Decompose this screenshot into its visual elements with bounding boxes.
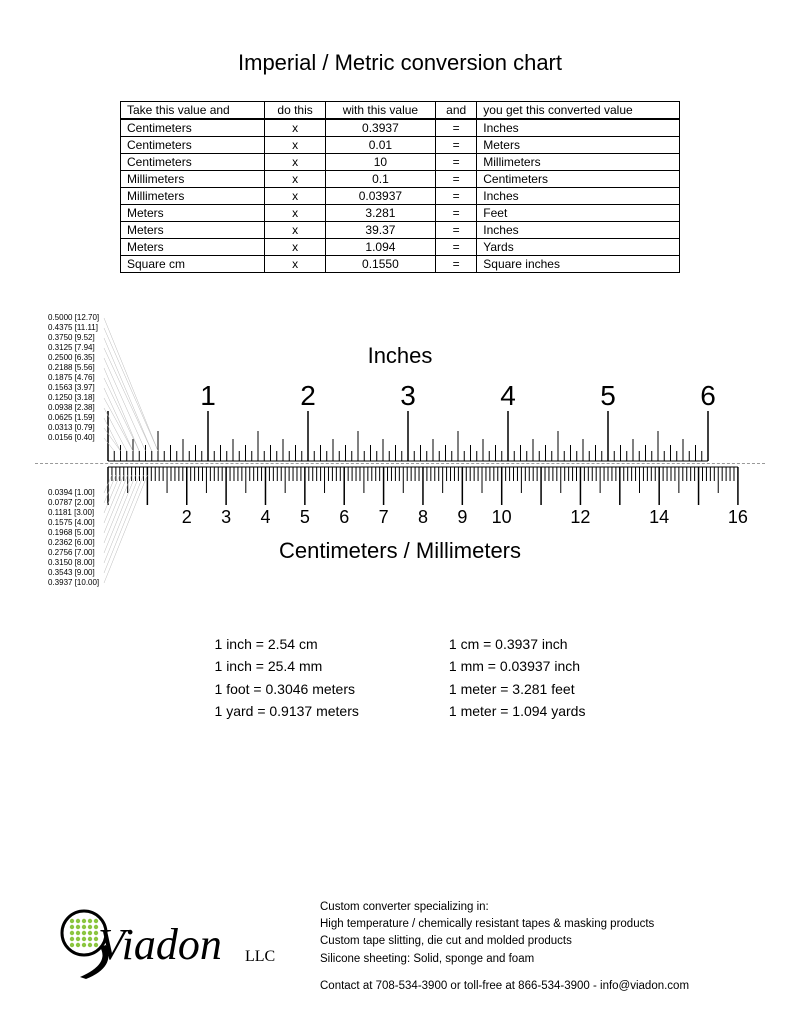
svg-text:1: 1	[200, 380, 216, 411]
svg-text:5: 5	[300, 507, 310, 527]
cm-label: Centimeters / Millimeters	[0, 538, 800, 564]
table-header: and	[436, 102, 477, 120]
table-row: Metersx39.37=Inches	[121, 222, 680, 239]
svg-text:3: 3	[400, 380, 416, 411]
table-header: with this value	[325, 102, 435, 120]
svg-text:4: 4	[500, 380, 516, 411]
footer-text: Custom converter specializing in:High te…	[320, 899, 689, 995]
svg-text:6: 6	[339, 507, 349, 527]
table-row: Metersx1.094=Yards	[121, 239, 680, 256]
ruler-section: 0.5000 [12.70]0.4375 [11.11]0.3750 [9.52…	[0, 313, 800, 593]
table-row: Metersx3.281=Feet	[121, 205, 680, 222]
table-row: Centimetersx10=Millimeters	[121, 154, 680, 171]
page-title: Imperial / Metric conversion chart	[0, 0, 800, 101]
svg-text:7: 7	[379, 507, 389, 527]
svg-text:10: 10	[492, 507, 512, 527]
table-header: do this	[265, 102, 325, 120]
svg-text:4: 4	[260, 507, 270, 527]
svg-text:2: 2	[300, 380, 316, 411]
equivalents-right: 1 cm = 0.3937 inch1 mm = 0.03937 inch1 m…	[449, 633, 586, 723]
svg-text:16: 16	[728, 507, 748, 527]
viadon-logo: Viadon LLC	[50, 899, 290, 994]
table-row: Centimetersx0.01=Meters	[121, 137, 680, 154]
svg-text:Viadon: Viadon	[98, 920, 222, 969]
equivalents-left: 1 inch = 2.54 cm1 inch = 25.4 mm1 foot =…	[215, 633, 359, 723]
conversion-table: Take this value anddo thiswith this valu…	[120, 101, 680, 273]
ruler-divider	[35, 463, 765, 464]
svg-text:LLC: LLC	[245, 948, 275, 965]
fraction-labels-bottom: 0.0394 [1.00]0.0787 [2.00]0.1181 [3.00]0…	[48, 488, 99, 588]
svg-text:9: 9	[457, 507, 467, 527]
equivalents-section: 1 inch = 2.54 cm1 inch = 25.4 mm1 foot =…	[0, 633, 800, 723]
table-row: Centimetersx0.3937=Inches	[121, 119, 680, 137]
footer: Viadon LLC Custom converter specializing …	[50, 899, 760, 995]
table-row: Millimetersx0.03937=Inches	[121, 188, 680, 205]
svg-text:14: 14	[649, 507, 669, 527]
table-row: Millimetersx0.1=Centimeters	[121, 171, 680, 188]
svg-text:3: 3	[221, 507, 231, 527]
svg-text:8: 8	[418, 507, 428, 527]
table-header: Take this value and	[121, 102, 265, 120]
table-row: Square cmx0.1550=Square inches	[121, 256, 680, 273]
svg-text:5: 5	[600, 380, 616, 411]
svg-text:2: 2	[182, 507, 192, 527]
svg-text:12: 12	[570, 507, 590, 527]
table-header: you get this converted value	[477, 102, 680, 120]
svg-text:6: 6	[700, 380, 716, 411]
